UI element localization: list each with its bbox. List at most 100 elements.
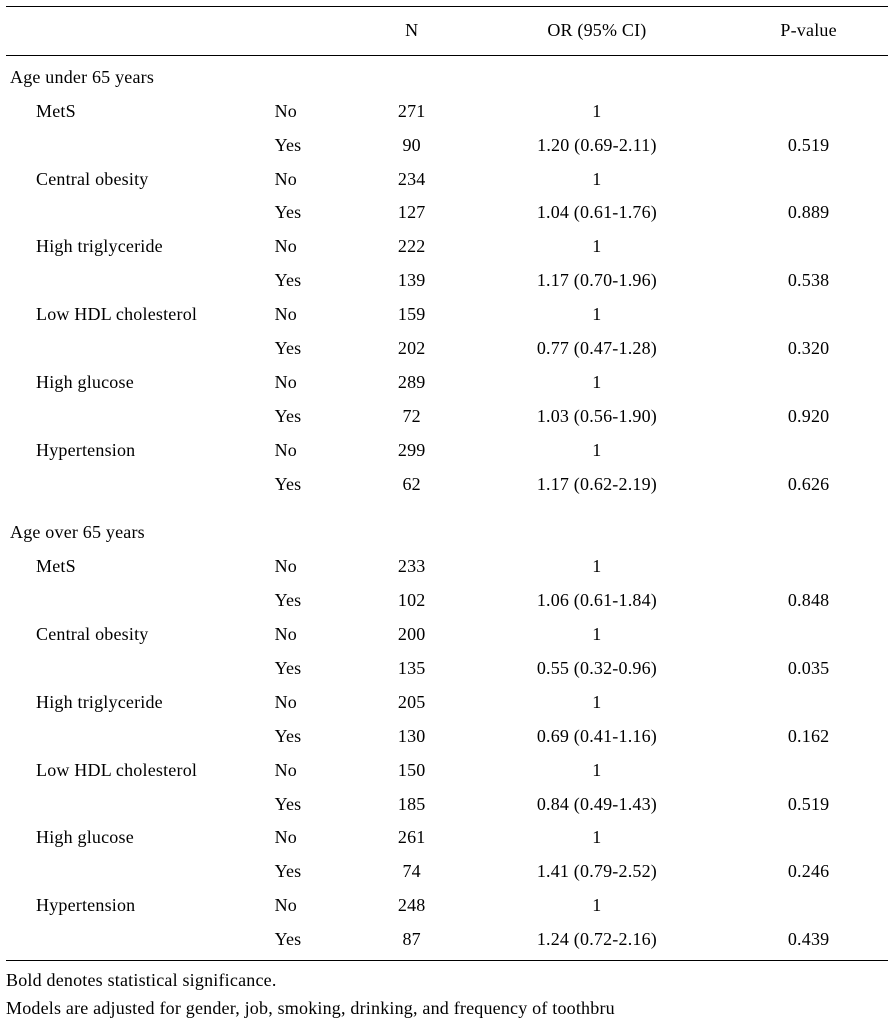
row-label: High triglyceride <box>6 230 271 264</box>
table-row: Central obesityNo2001 <box>6 618 888 652</box>
row-or: 1 <box>465 889 730 923</box>
row-n: 130 <box>359 720 465 754</box>
row-label: Hypertension <box>6 434 271 468</box>
table-row: MetSNo2711 <box>6 95 888 129</box>
table-row: Low HDL cholesterolNo1501 <box>6 754 888 788</box>
table-row: HypertensionNo2991 <box>6 434 888 468</box>
table-row: Central obesityNo2341 <box>6 163 888 197</box>
table-row: MetSNo2331 <box>6 550 888 584</box>
row-or: 1.17 (0.62-2.19) <box>465 468 730 502</box>
row-pvalue <box>729 298 888 332</box>
row-label: Hypertension <box>6 889 271 923</box>
table-row: High glucoseNo2891 <box>6 366 888 400</box>
row-yesno: No <box>271 889 359 923</box>
section-title-row: Age over 65 years <box>6 501 888 550</box>
table-row: Yes2020.77 (0.47-1.28)0.320 <box>6 332 888 366</box>
row-label: Central obesity <box>6 618 271 652</box>
row-n: 234 <box>359 163 465 197</box>
table-body: Age under 65 yearsMetSNo2711Yes901.20 (0… <box>6 55 888 960</box>
row-yesno: No <box>271 230 359 264</box>
table-row: Yes621.17 (0.62-2.19)0.626 <box>6 468 888 502</box>
row-n: 205 <box>359 686 465 720</box>
row-n: 289 <box>359 366 465 400</box>
row-or: 1 <box>465 230 730 264</box>
row-yesno: Yes <box>271 468 359 502</box>
row-n: 271 <box>359 95 465 129</box>
row-pvalue: 0.320 <box>729 332 888 366</box>
row-or: 1 <box>465 618 730 652</box>
row-n: 202 <box>359 332 465 366</box>
row-label: Low HDL cholesterol <box>6 298 271 332</box>
row-label <box>6 400 271 434</box>
header-n: N <box>359 7 465 56</box>
row-yesno: No <box>271 95 359 129</box>
table-row: Yes1391.17 (0.70-1.96)0.538 <box>6 264 888 298</box>
row-label: High glucose <box>6 366 271 400</box>
row-yesno: Yes <box>271 400 359 434</box>
row-pvalue <box>729 366 888 400</box>
row-pvalue <box>729 230 888 264</box>
table-row: Yes721.03 (0.56-1.90)0.920 <box>6 400 888 434</box>
row-or: 1 <box>465 686 730 720</box>
row-pvalue <box>729 550 888 584</box>
row-yesno: Yes <box>271 129 359 163</box>
row-or: 1.24 (0.72-2.16) <box>465 923 730 960</box>
row-n: 74 <box>359 855 465 889</box>
row-or: 0.55 (0.32-0.96) <box>465 652 730 686</box>
row-pvalue: 0.626 <box>729 468 888 502</box>
section-title: Age under 65 years <box>6 55 888 94</box>
row-yesno: No <box>271 618 359 652</box>
row-or: 1 <box>465 298 730 332</box>
row-n: 150 <box>359 754 465 788</box>
row-yesno: No <box>271 298 359 332</box>
table-row: HypertensionNo2481 <box>6 889 888 923</box>
row-n: 159 <box>359 298 465 332</box>
row-or: 0.69 (0.41-1.16) <box>465 720 730 754</box>
row-pvalue <box>729 754 888 788</box>
row-yesno: Yes <box>271 264 359 298</box>
header-blank-2 <box>271 7 359 56</box>
row-pvalue: 0.035 <box>729 652 888 686</box>
row-or: 1.04 (0.61-1.76) <box>465 196 730 230</box>
row-n: 87 <box>359 923 465 960</box>
row-pvalue: 0.920 <box>729 400 888 434</box>
row-pvalue: 0.519 <box>729 788 888 822</box>
row-label <box>6 923 271 960</box>
stats-table: N OR (95% CI) P-value Age under 65 years… <box>6 6 888 961</box>
header-or: OR (95% CI) <box>465 7 730 56</box>
row-pvalue: 0.538 <box>729 264 888 298</box>
row-label <box>6 196 271 230</box>
row-n: 102 <box>359 584 465 618</box>
row-label: Low HDL cholesterol <box>6 754 271 788</box>
row-label: High triglyceride <box>6 686 271 720</box>
row-or: 1 <box>465 366 730 400</box>
table-row: High glucoseNo2611 <box>6 821 888 855</box>
row-n: 90 <box>359 129 465 163</box>
row-pvalue <box>729 95 888 129</box>
table-row: Yes1021.06 (0.61-1.84)0.848 <box>6 584 888 618</box>
row-or: 1 <box>465 821 730 855</box>
row-n: 185 <box>359 788 465 822</box>
row-yesno: Yes <box>271 196 359 230</box>
header-blank-1 <box>6 7 271 56</box>
row-label <box>6 129 271 163</box>
row-pvalue <box>729 889 888 923</box>
row-yesno: No <box>271 434 359 468</box>
row-label <box>6 332 271 366</box>
row-or: 1.06 (0.61-1.84) <box>465 584 730 618</box>
table-row: Yes871.24 (0.72-2.16)0.439 <box>6 923 888 960</box>
table-row: Yes741.41 (0.79-2.52)0.246 <box>6 855 888 889</box>
row-label <box>6 264 271 298</box>
row-or: 1 <box>465 754 730 788</box>
row-n: 62 <box>359 468 465 502</box>
row-yesno: Yes <box>271 923 359 960</box>
row-pvalue: 0.889 <box>729 196 888 230</box>
row-pvalue <box>729 618 888 652</box>
table-row: Yes901.20 (0.69-2.11)0.519 <box>6 129 888 163</box>
row-n: 233 <box>359 550 465 584</box>
row-n: 127 <box>359 196 465 230</box>
row-label <box>6 584 271 618</box>
row-label <box>6 720 271 754</box>
row-yesno: No <box>271 163 359 197</box>
table-row: Low HDL cholesterolNo1591 <box>6 298 888 332</box>
